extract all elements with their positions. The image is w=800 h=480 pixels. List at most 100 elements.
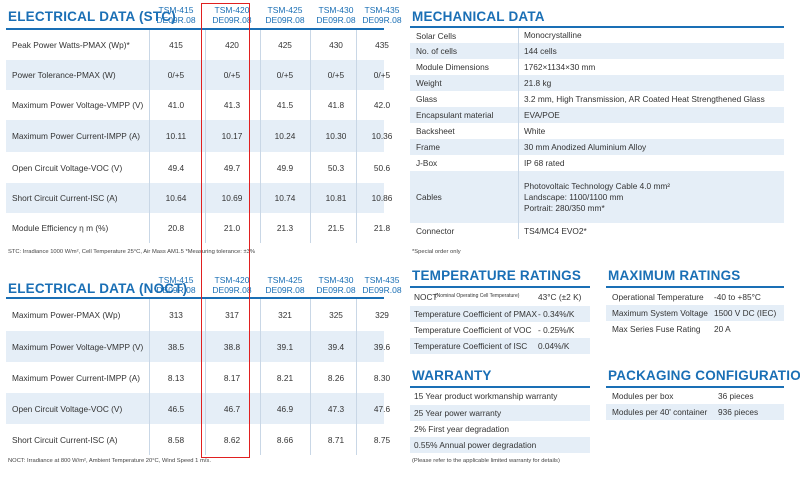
stc-title-rule xyxy=(6,28,384,30)
cell-value: 49.9 xyxy=(276,162,294,173)
column-divider xyxy=(260,30,261,60)
row-value: -40 to +85°C xyxy=(714,292,761,302)
column-divider xyxy=(356,299,357,331)
cell-value: 415 xyxy=(169,40,183,50)
warranty-title-rule xyxy=(410,386,590,388)
cell-value: 21.0 xyxy=(223,223,241,233)
row-value: - 0.25%/K xyxy=(538,325,575,335)
row-label: Connector xyxy=(416,226,455,236)
column-divider xyxy=(356,362,357,393)
cell-value: 41.8 xyxy=(327,100,345,110)
row-label: 25 Year power warranty xyxy=(414,408,502,418)
column-divider xyxy=(356,30,357,60)
model-header: TSM-420 DE09R.08 xyxy=(210,5,254,25)
row-label: Maximum Power Current-IMPP (A) xyxy=(12,372,141,383)
table-row: Maximum Power-PMAX (Wp) 313 317 321 325 329 xyxy=(6,299,389,331)
model-variant: DE09R.08 xyxy=(265,15,305,25)
row-label: Maximum Power Voltage-VMPP (V) xyxy=(12,100,144,110)
column-divider xyxy=(260,362,261,393)
column-divider xyxy=(260,213,261,243)
column-divider xyxy=(260,183,261,213)
warranty-footnote: (Please refer to the applicable limited … xyxy=(412,458,560,464)
model-header: TSM-435 DE09R.08 xyxy=(360,5,404,25)
cell-value: 8.17 xyxy=(223,372,241,383)
column-divider xyxy=(518,75,519,91)
column-divider xyxy=(310,30,311,60)
column-divider xyxy=(260,299,261,331)
row-value: 20 A xyxy=(714,324,731,334)
cell-value: 8.71 xyxy=(327,434,345,445)
cell-value: 8.21 xyxy=(276,372,294,383)
column-divider xyxy=(310,331,311,362)
table-row: Frame 30 mm Anodized Aluminium Alloy xyxy=(410,139,784,156)
cell-value: 50.6 xyxy=(373,162,391,173)
model-name: TSM-425 xyxy=(267,5,303,15)
cell-value: 41.3 xyxy=(223,100,241,110)
table-row: Modules per box 36 pieces xyxy=(606,388,784,404)
cell-value: 8.62 xyxy=(223,434,241,445)
column-divider xyxy=(310,213,311,243)
row-label: Encapsulant material xyxy=(416,110,494,120)
cell-value: 47.6 xyxy=(373,403,391,414)
row-label: Peak Power Watts-PMAX (Wp)* xyxy=(12,40,130,50)
cell-value: 8.66 xyxy=(276,434,294,445)
table-row: Open Circuit Voltage-VOC (V) 49.4 49.7 49.9… xyxy=(6,152,390,183)
column-divider xyxy=(518,91,519,107)
stc-title: ELECTRICAL DATA (STC) xyxy=(8,9,176,24)
value-line: Monocrystalline xyxy=(524,30,582,40)
column-divider xyxy=(518,171,519,223)
model-name: TSM-420 xyxy=(214,275,250,285)
column-divider xyxy=(149,120,150,152)
column-divider xyxy=(205,213,206,243)
model-header: TSM-425 DE09R.08 xyxy=(263,5,307,25)
row-value: Monocrystalline xyxy=(524,30,582,41)
table-row: Short Circuit Current-ISC (A) 8.58 8.62 8.6… xyxy=(6,424,390,455)
cell-value: 10.74 xyxy=(274,193,296,203)
table-row: Open Circuit Voltage-VOC (V) 46.5 46.7 46.9… xyxy=(6,393,390,424)
row-value: 21.8 kg xyxy=(524,78,551,89)
column-divider xyxy=(260,120,261,152)
row-label: Module Efficiency η m (%) xyxy=(12,223,109,233)
model-name: TSM-435 xyxy=(364,5,400,15)
model-name: TSM-420 xyxy=(214,5,250,15)
column-divider xyxy=(356,393,357,424)
table-row: Temperature Coefficient of PMAX - 0.34%/K xyxy=(410,306,590,322)
column-divider xyxy=(205,30,206,60)
column-divider xyxy=(356,90,357,120)
row-label: Solar Cells xyxy=(416,30,457,41)
row-label: Operational Temperature xyxy=(612,292,704,302)
cell-value: 10.30 xyxy=(325,131,347,141)
value-line: Portrait: 280/350 mm* xyxy=(524,202,605,213)
warranty-title: WARRANTY xyxy=(412,368,492,383)
table-row: Weight 21.8 kg xyxy=(410,75,784,92)
row-label: Temperature Coefficient of ISC xyxy=(414,341,528,351)
cell-value: 47.3 xyxy=(327,403,345,414)
temperature-title: TEMPERATURE RATINGS xyxy=(412,268,582,283)
row-value: IP 68 rated xyxy=(524,158,564,169)
column-divider xyxy=(518,139,519,155)
cell-value: 46.9 xyxy=(276,403,294,414)
value-line: 30 mm Anodized Aluminium Alloy xyxy=(524,141,647,152)
cell-value: 10.11 xyxy=(165,131,187,141)
maximum-title-rule xyxy=(606,286,784,288)
column-divider xyxy=(356,213,357,243)
cell-value: 8.75 xyxy=(373,434,391,445)
temperature-title-rule xyxy=(410,286,590,288)
column-divider xyxy=(518,107,519,123)
table-row: Maximum Power Current-IMPP (A) 8.13 8.17 8.… xyxy=(6,362,390,393)
row-label: 0.55% Annual power degradation xyxy=(414,440,537,450)
row-label: Weight xyxy=(416,78,442,88)
value-line: EVA/POE xyxy=(524,109,560,120)
column-divider xyxy=(356,183,357,213)
column-divider xyxy=(205,331,206,362)
cell-value: 50.3 xyxy=(327,162,345,173)
column-divider xyxy=(260,424,261,455)
value-line: White xyxy=(524,125,546,136)
cell-value: 49.4 xyxy=(167,162,185,173)
model-variant: DE09R.08 xyxy=(212,15,252,25)
column-divider xyxy=(310,424,311,455)
row-label: Open Circuit Voltage-VOC (V) xyxy=(12,403,123,414)
table-row: Power Tolerance-PMAX (W) 0/+5 0/+5 0/+5 0/+5… xyxy=(6,60,390,90)
row-value: 0.04%/K xyxy=(538,341,570,351)
row-label: Power Tolerance-PMAX (W) xyxy=(12,70,116,80)
